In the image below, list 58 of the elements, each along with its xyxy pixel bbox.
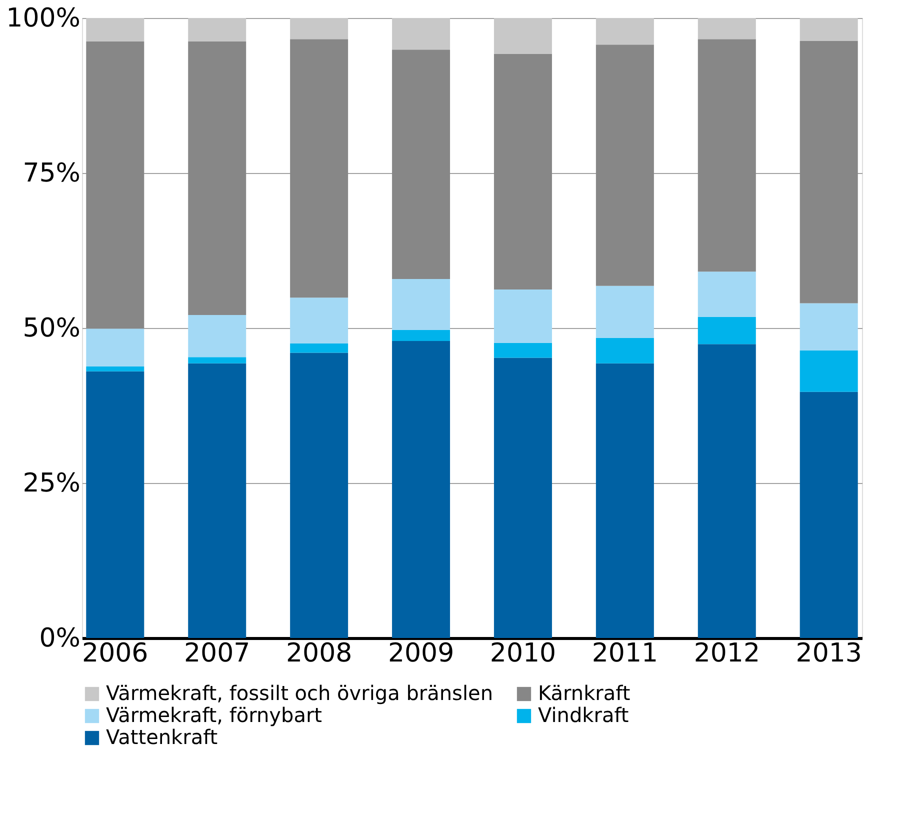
bar: [494, 342, 552, 358]
bar: [392, 341, 450, 638]
bar: [86, 18, 144, 42]
y-tick-label: 25%: [22, 468, 80, 498]
bar: [698, 344, 756, 638]
bar: [290, 352, 348, 638]
y-tick-label: 75%: [22, 158, 80, 188]
bar: [392, 279, 450, 330]
bar: [698, 18, 756, 40]
bar: [596, 44, 654, 286]
bar: [800, 40, 858, 304]
bar: [698, 39, 756, 272]
bar: [188, 314, 246, 358]
bar: [392, 50, 450, 280]
bar: [86, 366, 144, 372]
legend-label: Värmekraft, förnybart: [106, 703, 322, 727]
x-tick-label: 2008: [286, 638, 352, 668]
bar: [392, 330, 450, 342]
x-tick-label: 2006: [82, 638, 148, 668]
bar: [290, 344, 348, 353]
bar: [188, 42, 246, 315]
x-tick-label: 2012: [694, 638, 760, 668]
bar: [800, 18, 858, 41]
bar: [494, 18, 552, 54]
bar: [188, 357, 246, 364]
bar: [86, 328, 144, 366]
y-tick-label: 100%: [6, 4, 80, 34]
legend-label: Kärnkraft: [538, 681, 630, 705]
bar: [290, 39, 348, 298]
bar: [596, 18, 654, 45]
x-tick-label: 2009: [388, 638, 454, 668]
bar: [494, 358, 552, 638]
bar: [800, 303, 858, 350]
legend-label: Vattenkraft: [106, 725, 218, 749]
bar: [494, 54, 552, 290]
y-tick-label: 0%: [39, 624, 80, 654]
x-tick-label: 2013: [796, 638, 862, 668]
legend-label: Vindkraft: [538, 703, 629, 727]
bar: [188, 363, 246, 638]
bar: [698, 316, 756, 344]
bar: [392, 18, 450, 50]
legend-label: Värmekraft, fossilt och övriga bränslen: [106, 681, 494, 705]
bar: [188, 18, 246, 42]
bar: [494, 290, 552, 343]
bar: [698, 272, 756, 317]
bar: [800, 392, 858, 638]
bar: [290, 18, 348, 40]
x-tick-label: 2010: [490, 638, 556, 668]
bar: [596, 338, 654, 364]
bar: [86, 42, 144, 329]
bar: [86, 371, 144, 638]
y-tick-label: 50%: [22, 314, 80, 344]
bar: [596, 286, 654, 338]
x-tick-label: 2007: [184, 638, 250, 668]
bar: [800, 350, 858, 392]
bar: [596, 363, 654, 638]
bar: [290, 298, 348, 344]
x-tick-label: 2011: [592, 638, 658, 668]
